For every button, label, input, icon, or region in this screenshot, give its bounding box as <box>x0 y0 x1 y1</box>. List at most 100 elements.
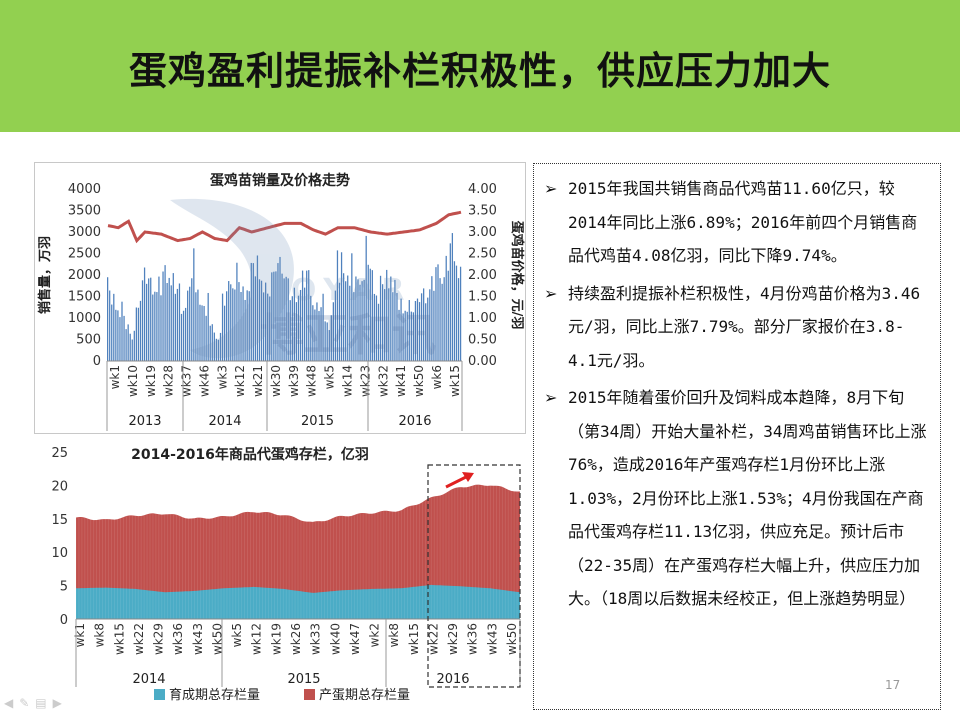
arrow-bullet-icon: ➢ <box>544 179 558 198</box>
sales-bar <box>180 313 183 361</box>
sales-bar <box>182 310 185 361</box>
sales-bar <box>215 338 218 361</box>
chart-title: 蛋鸡苗销量及价格走势 <box>210 172 350 189</box>
sales-bar <box>447 270 449 361</box>
y-tick-label: 2000 <box>68 268 101 283</box>
layer-stock-chart: 0 5 10 15 20 25 2014-2016年商品代蛋鸡存栏，亿羽 wk1 wk8 wk15… <box>34 437 530 707</box>
y-tick-label: 3000 <box>68 225 101 240</box>
x-tick-label: wk26 <box>289 623 303 655</box>
bullet-text: 2015年随着蛋价回升及饲料成本趋降，8月下旬（第34周）开始大量补栏，34周鸡… <box>568 388 927 608</box>
sales-bar <box>359 284 361 361</box>
sales-bar <box>332 302 334 361</box>
y-tick-label: 2500 <box>68 247 101 262</box>
slide-nav: ◀ ✎ ▤ ▶ <box>4 696 62 710</box>
x-tick-label: wk50 <box>505 623 519 655</box>
x-tick-label: wk28 <box>162 365 176 397</box>
sales-bar <box>217 339 220 361</box>
sales-bar <box>221 293 224 361</box>
highlight-box <box>427 464 521 688</box>
slide-title: 蛋鸡盈利提振补栏积极性，供应压力加大 <box>128 49 831 93</box>
bullet-text: 2015年我国共销售商品代鸡苗11.60亿只，较2014年同比上涨6.89%；2… <box>568 179 918 265</box>
sales-bar <box>398 309 400 361</box>
y2-tick-label: 0.00 <box>468 354 497 369</box>
menu-icon[interactable]: ▤ <box>35 696 47 710</box>
x-tick-label: wk3 <box>215 365 229 389</box>
sales-bar <box>326 322 328 361</box>
sales-bar <box>156 292 158 361</box>
price-line <box>107 210 462 244</box>
x-tick-label: wk22 <box>426 623 440 655</box>
bullet-text: 持续盈利提振补栏积极性，4月份鸡苗价格为3.46元/羽，同比上涨7.79%。部分… <box>568 283 921 370</box>
x-tick-label: wk43 <box>485 623 499 655</box>
sales-bar <box>406 311 408 361</box>
y-axis-label: 销售量，万羽 <box>37 236 53 314</box>
bullet-item: ➢ 2015年随着蛋价回升及饲料成本趋降，8月下旬（第34周）开始大量补栏，34… <box>544 381 930 616</box>
sales-bar <box>396 292 398 361</box>
sales-bar <box>379 275 382 361</box>
sales-bar <box>451 233 454 361</box>
sales-bar <box>125 329 127 361</box>
x-tick-label: wk43 <box>191 623 205 655</box>
sales-bar <box>250 262 252 361</box>
sales-bar <box>390 276 392 361</box>
sales-bar <box>164 265 166 361</box>
x-tick-label: wk21 <box>251 365 265 397</box>
legend-swatch <box>154 689 165 700</box>
x-tick-label: wk33 <box>309 623 323 655</box>
sales-bar <box>246 290 248 361</box>
sales-bar <box>248 291 250 361</box>
chick-sales-price-svg: 蛋鸡苗销量及价格走势 0 500 1000 1500 2000 2500 3000 3500 40… <box>37 172 525 431</box>
x-tick-label: wk2 <box>368 623 382 647</box>
sales-bar <box>410 311 412 361</box>
forward-icon[interactable]: ▶ <box>52 696 62 710</box>
sales-bar <box>277 263 279 361</box>
sales-bar <box>131 339 133 361</box>
x-tick-label: wk50 <box>210 623 224 655</box>
x-tick-label: wk12 <box>250 623 264 655</box>
sales-bar <box>318 311 320 361</box>
x-tick-label: wk50 <box>412 365 426 397</box>
x-tick-label: wk5 <box>230 623 244 647</box>
sales-bar <box>310 295 312 361</box>
sales-bar <box>273 271 275 361</box>
legend-label: 产蛋期总存栏量 <box>319 688 410 703</box>
y-tick-label: 1000 <box>68 311 101 326</box>
sales-bar <box>423 288 425 361</box>
sales-bar <box>299 289 302 361</box>
sales-bar <box>265 282 267 361</box>
sales-bar <box>148 278 150 361</box>
year-label: 2014 <box>132 672 165 687</box>
y2-tick-label: 2.00 <box>468 268 497 283</box>
x-tick-label: wk14 <box>341 365 355 397</box>
sales-bar <box>187 290 189 361</box>
sales-bar <box>308 270 310 361</box>
sales-bar <box>269 296 271 361</box>
sales-bar <box>320 307 322 361</box>
x-tick-label: wk22 <box>132 623 146 655</box>
sales-bar <box>197 289 199 361</box>
sales-bar <box>279 256 281 361</box>
y2-tick-label: 4.00 <box>468 182 497 197</box>
sales-bar <box>404 310 406 361</box>
sales-bar <box>328 330 330 361</box>
sales-bar <box>353 292 355 361</box>
sales-bar <box>174 293 176 361</box>
y2-tick-label: 3.50 <box>468 204 497 219</box>
sales-bar <box>168 277 170 361</box>
bullet-item: ➢ 持续盈利提振补栏积极性，4月份鸡苗价格为3.46元/羽，同比上涨7.79%。… <box>544 277 930 378</box>
x-tick-label: wk8 <box>387 623 401 647</box>
sales-bar <box>392 292 394 361</box>
back-icon[interactable]: ◀ <box>4 696 14 710</box>
rising-arrow-head-icon <box>462 472 474 482</box>
sales-bar <box>439 278 441 361</box>
sales-bar <box>162 271 164 361</box>
sales-bar <box>238 282 240 361</box>
sales-bar <box>201 305 203 361</box>
sales-bar <box>191 278 193 361</box>
sales-bar <box>152 294 154 361</box>
sales-bar <box>199 304 201 361</box>
y-tick-label: 0 <box>60 613 68 628</box>
sales-bar <box>271 272 273 361</box>
pen-icon[interactable]: ✎ <box>19 696 30 710</box>
year-label: 2014 <box>208 414 241 429</box>
